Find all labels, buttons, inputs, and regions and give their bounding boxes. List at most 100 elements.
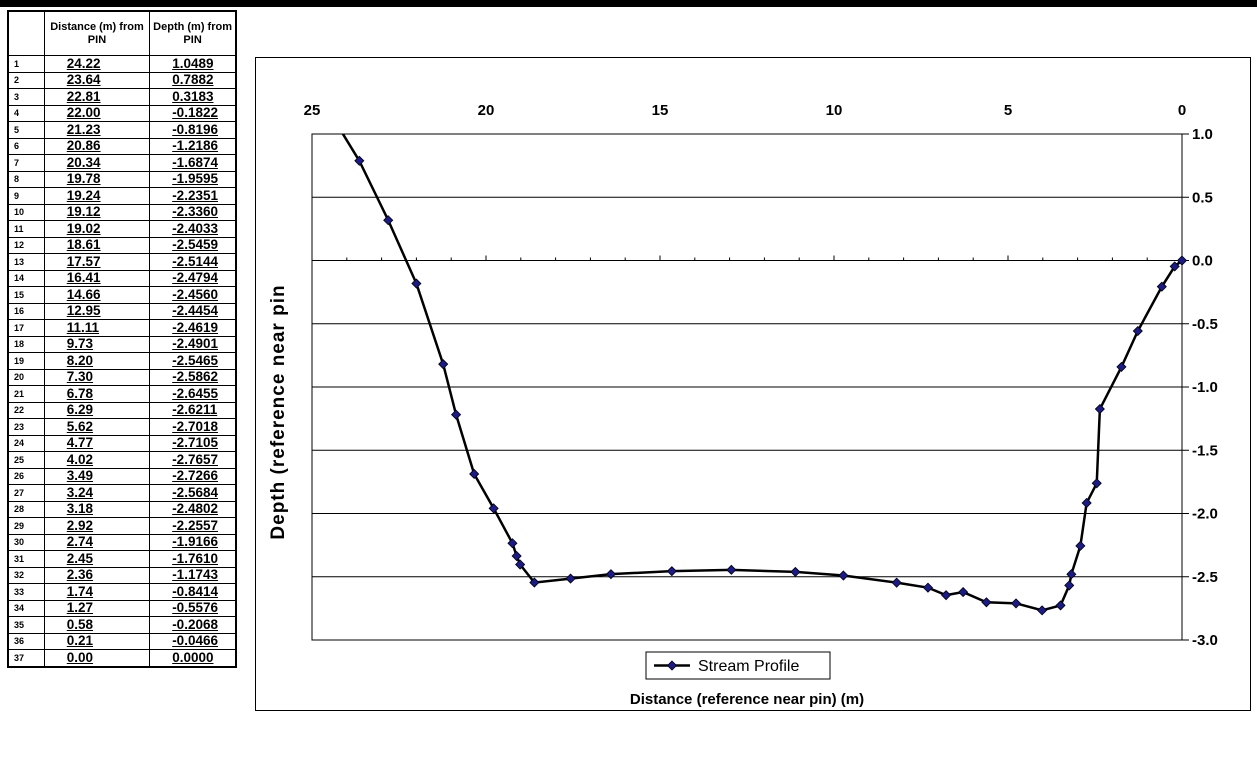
row-index: 29 — [7, 517, 45, 535]
table-row: 18 9.73 -2.4901 — [7, 335, 237, 353]
row-index: 25 — [7, 451, 45, 469]
table-row: 30 2.74 -1.9166 — [7, 533, 237, 551]
data-point — [515, 559, 526, 570]
table-row: 22 6.29 -2.6211 — [7, 401, 237, 419]
distance-cell: 4.77 — [43, 434, 151, 452]
depth-cell: -2.4901 — [149, 335, 237, 353]
row-index: 1 — [7, 55, 45, 73]
data-point — [511, 550, 522, 562]
table-row: 4 22.00 -0.1822 — [7, 104, 237, 122]
x-tick-label: 15 — [652, 102, 669, 119]
data-point — [666, 566, 677, 577]
top-border — [0, 0, 1257, 7]
data-point — [1116, 361, 1127, 373]
data-point — [1091, 478, 1102, 489]
y-axis-title: Depth (reference near pin — [268, 284, 289, 539]
row-index: 23 — [7, 418, 45, 436]
row-index: 26 — [7, 467, 45, 485]
data-point — [383, 215, 394, 226]
data-point — [529, 577, 540, 588]
data-point — [1094, 403, 1105, 415]
table-row: 36 0.21 -0.0466 — [7, 632, 237, 650]
row-index: 9 — [7, 187, 45, 205]
depth-cell: -2.7657 — [149, 451, 237, 469]
distance-cell: 3.24 — [43, 484, 151, 502]
row-index: 3 — [7, 88, 45, 106]
table-row: 15 14.66 -2.4560 — [7, 286, 237, 304]
row-index: 11 — [7, 220, 45, 238]
depth-cell: -2.4560 — [149, 286, 237, 304]
depth-cell: -2.7105 — [149, 434, 237, 452]
depth-cell: -1.7610 — [149, 550, 237, 568]
data-point — [1055, 600, 1066, 611]
distance-cell: 22.00 — [43, 104, 151, 122]
distance-cell: 19.78 — [43, 170, 151, 188]
distance-cell: 20.34 — [43, 154, 151, 172]
depth-cell: -0.8196 — [149, 121, 237, 139]
row-index: 37 — [7, 649, 45, 667]
column-header-index — [7, 10, 45, 56]
table-row: 7 20.34 -1.6874 — [7, 154, 237, 172]
x-tick-label: 5 — [1004, 102, 1012, 119]
distance-cell: 21.23 — [43, 121, 151, 139]
table-row: 37 0.00 0.0000 — [7, 649, 237, 667]
column-header-distance: Distance (m) from PIN — [43, 10, 151, 56]
table-row: 23 5.62 -2.7018 — [7, 418, 237, 436]
data-point — [451, 409, 462, 420]
data-point — [507, 538, 518, 549]
data-point — [1176, 255, 1188, 266]
data-point — [726, 564, 737, 575]
distance-cell: 0.58 — [43, 616, 151, 634]
table-row: 31 2.45 -1.7610 — [7, 550, 237, 568]
distance-cell: 1.74 — [43, 583, 151, 601]
depth-cell: -2.4454 — [149, 302, 237, 320]
data-point — [488, 503, 499, 514]
distance-cell: 23.64 — [43, 71, 151, 89]
row-index: 13 — [7, 253, 45, 271]
distance-cell: 11.11 — [43, 319, 151, 337]
distance-cell: 19.02 — [43, 220, 151, 238]
chart-area: 1.0 0.5 0.0 -0.5 -1.0 -1.5 -2.0 -2.5 -3.0 25 20 15 1… — [255, 57, 1251, 711]
row-index: 5 — [7, 121, 45, 139]
data-point — [958, 587, 969, 598]
distance-cell: 8.20 — [43, 352, 151, 370]
distance-cell: 1.27 — [43, 599, 151, 617]
y-tick-label: -1.5 — [1192, 442, 1218, 459]
data-point — [605, 569, 616, 580]
table-row: 35 0.58 -0.2068 — [7, 616, 237, 634]
table-row: 11 19.02 -2.4033 — [7, 220, 237, 238]
row-index: 14 — [7, 269, 45, 287]
depth-cell: -2.3360 — [149, 203, 237, 221]
table-body: 1 24.22 1.0489 2 23.64 0.7882 3 22.81 0.3183 4 22.… — [7, 55, 237, 667]
y-tick-label: 0.0 — [1192, 253, 1213, 270]
table-row: 32 2.36 -1.1743 — [7, 566, 237, 584]
x-tick-label: 20 — [478, 102, 495, 119]
data-point — [1010, 598, 1022, 609]
table-row: 24 4.77 -2.7105 — [7, 434, 237, 452]
depth-cell: -0.1822 — [149, 104, 237, 122]
distance-cell: 2.45 — [43, 550, 151, 568]
distance-cell: 22.81 — [43, 88, 151, 106]
row-index: 31 — [7, 550, 45, 568]
y-tick-label: -1.0 — [1192, 379, 1218, 396]
data-point — [940, 590, 952, 601]
depth-cell: -0.5576 — [149, 599, 237, 617]
row-index: 32 — [7, 566, 45, 584]
column-header-depth: Depth (m) from PIN — [149, 10, 237, 56]
data-point — [1066, 569, 1077, 580]
table-row: 21 6.78 -2.6455 — [7, 385, 237, 403]
distance-cell: 24.22 — [43, 55, 151, 73]
distance-cell: 19.12 — [43, 203, 151, 221]
table-row: 8 19.78 -1.9595 — [7, 170, 237, 188]
row-index: 20 — [7, 368, 45, 386]
depth-cell: -2.5465 — [149, 352, 237, 370]
table-row: 28 3.18 -2.4802 — [7, 500, 237, 518]
legend-label: Stream Profile — [698, 658, 799, 675]
data-table: Distance (m) from PIN Depth (m) from PIN… — [7, 10, 237, 668]
y-tick-label: 0.5 — [1192, 189, 1213, 206]
distance-cell: 4.02 — [43, 451, 151, 469]
distance-cell: 19.24 — [43, 187, 151, 205]
depth-cell: -2.5684 — [149, 484, 237, 502]
data-point — [1169, 261, 1180, 272]
table-row: 16 12.95 -2.4454 — [7, 302, 237, 320]
